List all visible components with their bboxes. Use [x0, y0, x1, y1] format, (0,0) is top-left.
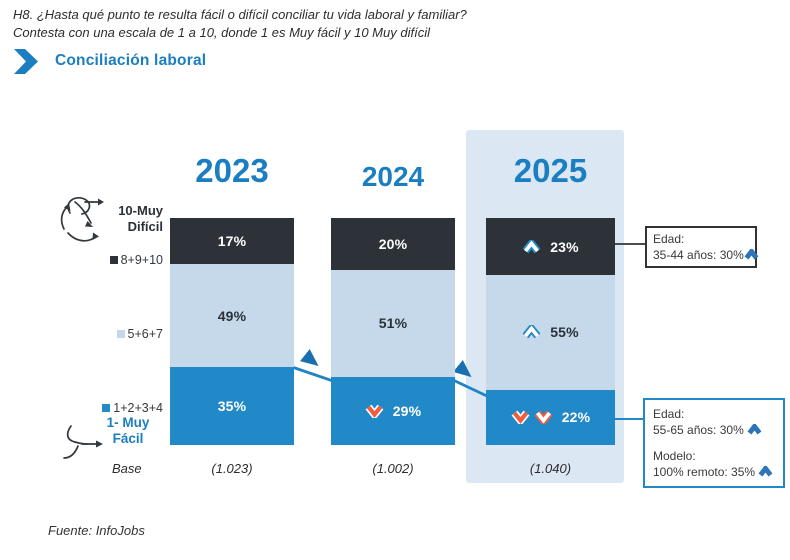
source-note: Fuente: InfoJobs — [48, 523, 145, 538]
base-value-2024: (1.002) — [372, 461, 414, 476]
callout-connector-dark — [615, 243, 645, 245]
base-value-2023: (1.023) — [211, 461, 253, 476]
callout-age-35-44: Edad: 35-44 años: 30% — [645, 226, 759, 268]
base-caption: Base — [112, 461, 142, 476]
segment-2024-8-9-10: 20% — [331, 218, 455, 270]
segment-2025-5-6-7: 55% — [486, 275, 615, 390]
segment-value-label: 17% — [217, 233, 247, 250]
trend-line-2023-2024 — [291, 365, 334, 383]
question-line-1: H8. ¿Hasta qué punto te resulta fácil o … — [13, 7, 467, 22]
legend-label: 8+9+10 — [120, 253, 163, 267]
callout-value-text: 35-44 años: 30% — [653, 248, 744, 262]
callout-value-text: 55-65 años: 30% — [653, 423, 744, 437]
legend-item-5-6-7: 5+6+7 — [116, 327, 163, 341]
callout-value: 100% remoto: 35% — [653, 464, 777, 480]
question-line-2: Contesta con una escala de 1 a 10, donde… — [13, 25, 430, 40]
legend-label: 1+2+3+4 — [113, 401, 163, 415]
trend-line-2024-2025 — [452, 378, 490, 399]
trend-arrow-icon — [300, 349, 319, 367]
legend-item-1-2-3-4: 1+2+3+4 — [102, 401, 163, 415]
callout-value: 35-44 años: 30% — [653, 247, 759, 263]
scribble-arrows-icon — [60, 196, 104, 242]
bar-2023: 17% 49% 35% — [170, 218, 294, 445]
down-chevron-icon — [365, 404, 384, 419]
year-label-2025: 2025 — [513, 152, 588, 189]
down-chevron-icon — [511, 410, 530, 425]
survey-question: H8. ¿Hasta qué punto te resulta fácil o … — [13, 6, 467, 42]
scale-bottom-line1: 1- Muy — [106, 415, 150, 430]
scale-top-line1: 10-Muy — [118, 203, 163, 218]
down-chevron-icon — [534, 410, 553, 425]
section-title: Conciliación laboral — [55, 52, 207, 69]
segment-value-label: 22% — [561, 409, 591, 426]
year-label-2023: 2023 — [195, 152, 269, 189]
bar-2024: 20% 51% 29% — [331, 218, 455, 445]
scale-top-line2: Difícil — [127, 219, 163, 234]
up-chevron-icon — [744, 249, 759, 260]
segment-2025-1-2-3-4: 22% — [486, 389, 615, 445]
segment-2023-5-6-7: 49% — [170, 264, 294, 367]
segment-value-label: 23% — [550, 238, 579, 255]
segment-2025-8-9-10: 23% — [486, 218, 615, 276]
segment-value-label: 29% — [392, 403, 422, 420]
up-chevron-icon — [522, 239, 541, 253]
callout-title: Modelo: — [653, 449, 696, 463]
segment-value-label: 51% — [378, 315, 408, 332]
callout-value: 55-65 años: 30% — [653, 422, 777, 438]
segment-2024-1-2-3-4: 29% — [331, 377, 455, 445]
callout-connector-blue — [615, 418, 643, 420]
up-chevron-icon — [747, 424, 762, 435]
scale-top-label: 10-Muy Difícil — [93, 203, 163, 235]
segment-2023-1-2-3-4: 35% — [170, 366, 294, 445]
segment-value-label: 49% — [217, 307, 247, 324]
callout-title: Edad: — [653, 232, 685, 246]
section-chevron-icon — [14, 49, 38, 74]
legend-swatch-blue — [102, 404, 111, 412]
segment-2024-5-6-7: 51% — [331, 269, 455, 378]
scale-bottom-label: 1- Muy Fácil — [93, 415, 163, 446]
segment-value-label: 55% — [550, 324, 579, 341]
callout-title: Edad: — [653, 407, 685, 421]
year-label-2024: 2024 — [361, 161, 425, 192]
legend-item-8-9-10: 8+9+10 — [109, 253, 163, 267]
legend-swatch-light — [116, 330, 125, 338]
trend-arrow-icon — [453, 359, 472, 378]
segment-value-label: 20% — [378, 235, 408, 252]
segment-value-label: 35% — [217, 397, 247, 414]
branch-arrow-icon — [63, 425, 103, 459]
scale-bottom-line2: Fácil — [112, 430, 144, 446]
segment-2023-8-9-10: 17% — [170, 218, 294, 265]
callout-value-text: 100% remoto: 35% — [653, 465, 756, 479]
base-value-2025: (1.040) — [529, 461, 572, 476]
up-chevron-icon — [522, 325, 541, 339]
up-chevron-icon — [758, 466, 773, 477]
legend-swatch-dark — [109, 256, 118, 264]
callout-age-55-65-and-remote: Edad: 55-65 años: 30% Modelo: 100% remot… — [643, 398, 785, 488]
bar-2025: 23% 55% 22% — [486, 218, 615, 445]
legend-label: 5+6+7 — [127, 327, 163, 341]
